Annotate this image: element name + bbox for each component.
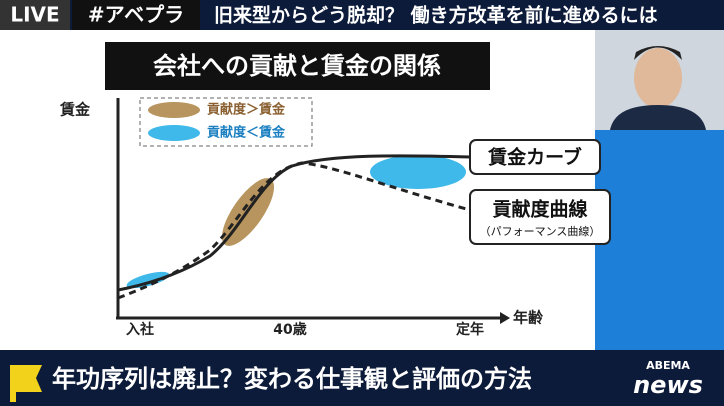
live-box	[0, 0, 70, 30]
live: LIVE	[10, 3, 59, 27]
hashtag: #アベプラ	[88, 3, 184, 27]
legend-swatch	[148, 125, 200, 141]
wage-curve-label: 賃金カーブ	[487, 146, 582, 169]
diagram-title: 会社への貢献と賃金の関係	[153, 52, 441, 80]
legend-label: 貢献度＞賃金	[207, 102, 286, 118]
flag-icon	[10, 365, 42, 402]
x-label: 40歳	[273, 321, 306, 338]
guest-face	[634, 48, 682, 108]
hashtag-box	[72, 0, 200, 30]
contribution-curve-label: 貢献度曲線	[492, 198, 587, 221]
contribution-curve-sublabel: （パフォーマンス曲線）	[480, 224, 601, 238]
deficit-region	[370, 155, 466, 189]
logo-bottom: news	[633, 371, 703, 399]
x-arrow	[500, 312, 510, 324]
guest-suit	[610, 105, 706, 130]
contribution-curve	[117, 161, 471, 300]
wage-label-box	[469, 139, 601, 175]
x-label: 定年	[456, 321, 484, 338]
contribution-label-box	[469, 189, 611, 245]
wage-curve	[117, 154, 471, 292]
caption: 年功序列は廃止？変わる仕事観と評価の方法	[52, 365, 532, 393]
guest-hair	[634, 46, 682, 60]
logo-top: ABEMA	[646, 359, 690, 372]
legend-swatch	[148, 102, 200, 118]
x-axis-label: 年齢	[513, 309, 544, 327]
headline: 旧来型からどう脱却？ 働き方改革を前に進めるには	[214, 4, 658, 27]
deficit-region	[126, 271, 170, 289]
caption-bar	[0, 350, 724, 406]
title-box	[105, 42, 490, 90]
x-label: 入社	[126, 321, 154, 338]
y-axis-label: 賃金	[59, 101, 91, 119]
legend-label: 貢献度＜賃金	[207, 125, 286, 141]
legend-box	[139, 97, 313, 147]
